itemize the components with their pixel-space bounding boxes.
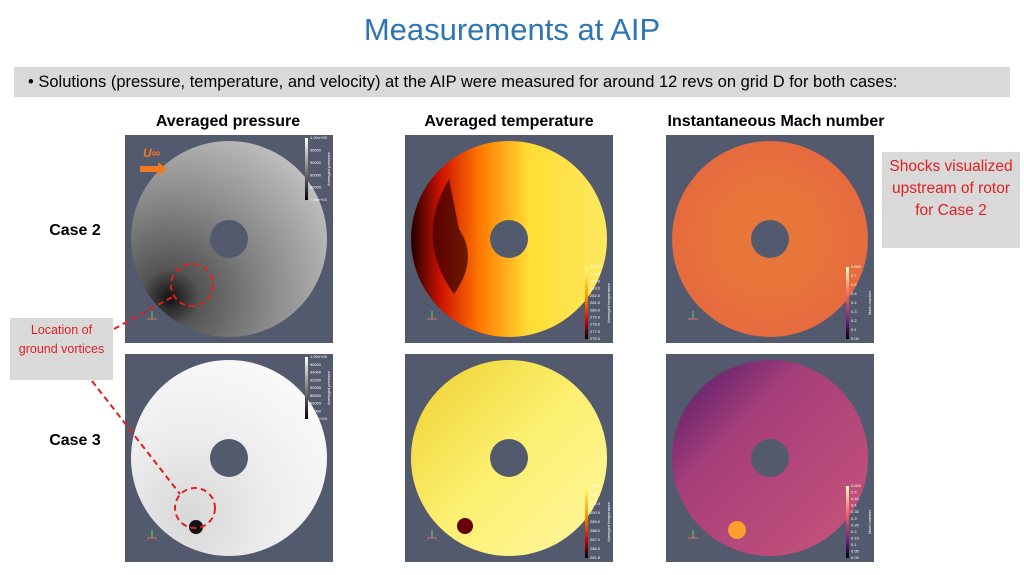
- colorbar-tick-label: 0.1: [851, 327, 857, 332]
- highlight-circle: [170, 263, 214, 307]
- hub: [490, 220, 528, 258]
- colorbar-tick-label: 0.45: [851, 496, 860, 501]
- colorbar-title: Averaged temperature: [606, 282, 611, 323]
- colorbar-tick-label: 278.0: [590, 322, 601, 327]
- colorbar-tick-label: 292.0: [590, 501, 601, 506]
- colorbar-tick-label: 0.15: [851, 535, 860, 540]
- colorbar: [846, 486, 849, 558]
- colorbar-tick-label: 281.0: [590, 300, 601, 305]
- hot-region: [432, 179, 468, 294]
- colorbar: [305, 138, 308, 200]
- column-header: Averaged temperature: [424, 113, 594, 130]
- colorbar-tick-label: 7.38e+04: [310, 197, 328, 202]
- colorbar-tick-label: 290.0: [590, 510, 601, 515]
- slide-title: Measurements at AIP: [363, 12, 661, 47]
- colorbar-tick-label: 90000: [310, 385, 322, 390]
- hub: [751, 439, 789, 477]
- colorbar-tick-label: 288.0: [590, 528, 601, 533]
- colorbar-tick-label: 277.0: [590, 329, 601, 334]
- colorbar-tick-label: 285.0: [590, 271, 601, 276]
- colorbar-tick-label: 0.4: [851, 300, 857, 305]
- bullet-text: Solutions (pressure, temperature, and ve…: [38, 73, 898, 91]
- colorbar-tick-label: 282.0: [590, 293, 601, 298]
- colorbar-tick-label: 1.00e+05: [310, 135, 328, 140]
- colorbar-tick-label: 88000: [310, 393, 322, 398]
- row-label: Case 2: [49, 222, 101, 239]
- colorbar-title: Mach number: [867, 290, 872, 315]
- colorbar-title: Averaged pressure: [326, 151, 331, 186]
- colorbar-tick-label: 0.00: [851, 555, 860, 560]
- bullet: • Solutions (pressure, temperature, and …: [14, 67, 1010, 97]
- colorbar-tick-label: 293.0: [590, 492, 601, 497]
- hub: [210, 220, 248, 258]
- colorbar-tick-label: 279.0: [590, 314, 601, 319]
- colorbar-tick-label: 90000: [310, 160, 322, 165]
- colorbar-tick-label: 0.4: [851, 503, 857, 508]
- shock-callout: Shocks visualized upstream of rotor for …: [882, 152, 1020, 248]
- colorbar-tick-label: 95000: [310, 147, 322, 152]
- colorbar-tick-label: 86000: [310, 401, 322, 406]
- row-label: Case 3: [49, 432, 101, 449]
- colorbar-tick-label: 96000: [310, 362, 322, 367]
- colorbar-tick-label: 0.5: [851, 291, 857, 296]
- colorbar: [305, 357, 308, 419]
- pointer-line: [91, 380, 181, 495]
- colorbar-tick-label: 286.0: [590, 546, 601, 551]
- hot-spot: [728, 521, 746, 539]
- colorbar-tick-label: 0.3: [851, 516, 857, 521]
- colorbar-tick-label: 0.35: [851, 509, 860, 514]
- colorbar-tick-label: 0.2: [851, 318, 857, 323]
- colorbar-tick-label: 0.05: [851, 549, 860, 554]
- colorbar-tick-label: 0.2: [851, 529, 857, 534]
- colorbar-tick-label: 85000: [310, 172, 322, 177]
- colorbar: [585, 267, 588, 339]
- colorbar-tick-label: 287.0: [590, 537, 601, 542]
- colorbar-tick-label: 0.6: [851, 282, 857, 287]
- hot-spot: [457, 518, 473, 534]
- colorbar-tick-label: 0.5: [851, 490, 857, 495]
- colorbar-tick-label: 285.9: [590, 264, 601, 269]
- colorbar-tick-label: 0.800: [851, 264, 862, 269]
- hub: [210, 439, 248, 477]
- colorbar-tick-label: 294.4: [590, 483, 601, 488]
- colorbar-tick-label: 0.1: [851, 542, 857, 547]
- colorbar-tick-label: 8.22e+04: [310, 416, 328, 421]
- highlight-circle: [174, 487, 216, 529]
- colorbar-tick-label: 284.0: [590, 278, 601, 283]
- column-header: Instantaneous Mach number: [667, 113, 885, 130]
- colorbar-tick-label: 275.3: [590, 336, 601, 341]
- colorbar: [585, 486, 588, 558]
- colorbar-tick-label: 0.25: [851, 522, 860, 527]
- colorbar-tick-label: 0.7: [851, 273, 857, 278]
- colorbar-tick-label: 281.6: [590, 555, 601, 560]
- colorbar-tick-label: 0.550: [851, 483, 862, 488]
- colorbar: [846, 267, 849, 339]
- flow-label: U∞: [143, 146, 161, 160]
- colorbar-tick-label: 280.0: [590, 307, 601, 312]
- colorbar-tick-label: 84000: [310, 408, 322, 413]
- colorbar-tick-label: 92000: [310, 377, 322, 382]
- colorbar-tick-label: 289.0: [590, 519, 601, 524]
- column-header: Averaged pressure: [155, 113, 301, 130]
- colorbar-title: Averaged pressure: [326, 370, 331, 405]
- colorbar-tick-label: 0.3: [851, 309, 857, 314]
- colorbar-tick-label: 80000: [310, 185, 322, 190]
- colorbar-title: Averaged temperature: [606, 501, 611, 542]
- colorbar-tick-label: 283.0: [590, 286, 601, 291]
- hub: [490, 439, 528, 477]
- flow-arrow: [140, 162, 167, 176]
- colorbar-tick-label: 94000: [310, 370, 322, 375]
- colorbar-title: Mach number: [867, 509, 872, 534]
- vortex-callout: Location of ground vortices: [10, 318, 113, 380]
- colorbar-tick-label: 1.00e+05: [310, 354, 328, 359]
- hub: [751, 220, 789, 258]
- pointer-line: [113, 295, 175, 330]
- colorbar-tick-label: 0.00: [851, 336, 860, 341]
